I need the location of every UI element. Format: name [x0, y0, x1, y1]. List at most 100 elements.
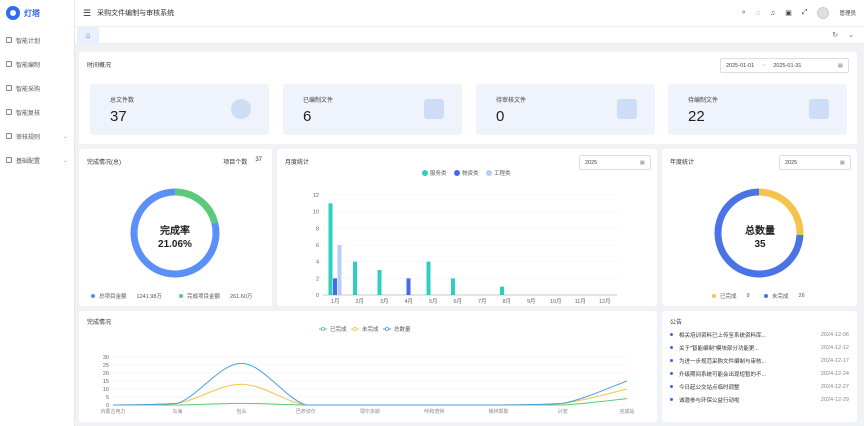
sidebar-item-settings[interactable]: 基础配置 ⌄: [0, 148, 74, 172]
bell-icon[interactable]: ♫: [770, 9, 776, 17]
sidebar-item-label: 智能计划: [16, 38, 41, 45]
stat-value: 0: [496, 108, 505, 125]
date-separator: ~: [762, 62, 766, 69]
folder-icon: [424, 99, 444, 119]
logo[interactable]: 灯塔: [0, 0, 74, 26]
start-date[interactable]: 2025-01-01: [726, 62, 755, 69]
y-tick-label: 20: [103, 371, 109, 377]
legend-dot: [91, 294, 95, 298]
refresh-icon[interactable]: ↻: [832, 32, 839, 39]
x-tick-label: 巴彦淖尔: [296, 408, 316, 415]
chevron-down-icon[interactable]: ⌄: [848, 32, 854, 39]
x-tick-label: 11月: [575, 298, 586, 304]
bar: [426, 261, 431, 295]
notice-item[interactable]: 升级期间系统可能会出现短暂的不... 2024-12-24: [670, 367, 849, 380]
stat-value: 6: [303, 108, 312, 125]
notice-date: 2024-12-17: [820, 357, 849, 364]
notice-item[interactable]: 诚邀参与环保公益行动啦 2024-12-29: [670, 393, 849, 406]
time-overview-card: 时间概况 2025-01-01 ~ 2025-01-31 ▦ 总文件数 37 已…: [79, 52, 857, 144]
x-tick-label: 5月: [429, 298, 438, 304]
stat-label: 待编制文件: [688, 98, 719, 104]
trend-card: 完成情况 已完成 未完成 总数量 0 5 10 15 20 25 30 内蒙古电力 乌海 包头 巴彦淖尔 鄂…: [79, 311, 657, 422]
notice-text[interactable]: 为进一步规范采购文件编制与审核...: [679, 358, 767, 365]
message-icon[interactable]: ◌: [755, 9, 760, 17]
bullet-icon: [670, 385, 673, 388]
sidebar-item-plan[interactable]: 智能计划: [0, 28, 74, 52]
y-tick-label: 10: [313, 210, 319, 216]
home-tab[interactable]: ⌂: [77, 26, 99, 44]
sidebar-item-label: 审核规则: [16, 134, 41, 141]
legend-dot: [179, 294, 183, 298]
legend-marker-dot: [320, 326, 325, 331]
notice-card: 公告 相关培训资料已上传至系统资料库... 2024-12-06 关于"智能编制…: [662, 311, 857, 422]
legend-label: 未完成: [772, 294, 789, 300]
bar: [451, 278, 455, 295]
notice-text[interactable]: 升级期间系统可能会出现短暂的不...: [679, 371, 767, 378]
bar: [406, 278, 411, 295]
sidebar-item-edit[interactable]: 智能编制: [0, 52, 74, 76]
sidebar-item-label: 智能复核: [16, 110, 41, 117]
section-title: 完成情况(总): [87, 160, 121, 166]
plan-icon: [6, 37, 12, 43]
stat-card-pending-review[interactable]: 待审核文件 0: [476, 84, 655, 135]
notice-text[interactable]: 诚邀参与环保公益行动啦: [679, 397, 740, 404]
notice-item[interactable]: 为进一步规范采购文件编制与审核... 2024-12-17: [670, 354, 849, 367]
stat-card-total[interactable]: 总文件数 37: [90, 84, 269, 135]
completion-rate-value: 21.06%: [158, 239, 192, 250]
notice-item[interactable]: 相关培训资料已上传至系统资料库... 2024-12-06: [670, 328, 849, 341]
donut-completed-arc: [174, 188, 219, 224]
sidebar-item-rules[interactable]: 审核规则 ⌄: [0, 124, 74, 148]
year-value: 2025: [785, 159, 798, 166]
settings-icon: [6, 157, 12, 163]
date-range-picker[interactable]: 2025-01-01 ~ 2025-01-31 ▦: [720, 58, 849, 73]
legend-marker: [486, 170, 492, 176]
top-bar: ☰ 采购文件编制与审核系统 ⌕ ◌ ♫ ▣ ⤢ 管理员: [75, 0, 864, 27]
settings-icon[interactable]: ▣: [785, 10, 792, 17]
y-tick-label: 2: [316, 276, 319, 282]
y-tick-label: 8: [316, 226, 319, 232]
x-tick-label: 包头: [236, 408, 246, 415]
project-count: 项目个数 37: [223, 157, 262, 166]
notice-text[interactable]: 今日起公交站点临时调整: [679, 384, 740, 391]
tab-tools: ↻ ⌄: [832, 31, 864, 39]
year-select[interactable]: 2025 ▦: [579, 155, 651, 170]
search-icon[interactable]: ⌕: [741, 9, 746, 16]
legend-label: 物资类: [462, 169, 479, 177]
bullet-icon: [670, 398, 673, 401]
legend-label: 服务类: [430, 169, 447, 177]
legend-label: 工程类: [494, 169, 511, 177]
legend-pending: 未完成 26: [764, 292, 805, 300]
notice-text[interactable]: 关于"智能编制"模块部分功能更...: [679, 345, 759, 352]
sidebar-item-review[interactable]: 智能复核: [0, 100, 74, 124]
year-select[interactable]: 2025 ▦: [779, 155, 851, 170]
avatar[interactable]: [817, 7, 830, 19]
stat-card-pending-compile[interactable]: 待编制文件 22: [668, 84, 847, 135]
stat-card-compiled[interactable]: 已编制文件 6: [283, 84, 462, 135]
notice-text[interactable]: 相关培训资料已上传至系统资料库...: [679, 332, 767, 339]
list-document-icon: [809, 99, 829, 119]
notice-item[interactable]: 关于"智能编制"模块部分功能更... 2024-12-12: [670, 341, 849, 354]
x-tick-label: 锡林郭勒: [488, 408, 508, 415]
x-tick-label: 呼和浩特: [424, 408, 444, 415]
legend-dot: [764, 294, 768, 298]
x-tick-label: 4月: [404, 298, 413, 304]
fullscreen-icon[interactable]: ⤢: [801, 9, 808, 16]
x-tick-label: 3月: [380, 298, 389, 304]
x-tick-label: 兴安: [558, 408, 568, 415]
x-tick-label: 鄂尔多斯: [360, 408, 380, 415]
notice-item[interactable]: 今日起公交站点临时调整 2024-12-27: [670, 380, 849, 393]
user-name[interactable]: 管理员: [839, 11, 856, 17]
logo-icon: [6, 6, 20, 20]
bar: [333, 278, 337, 295]
menu-toggle-icon[interactable]: ☰: [83, 7, 92, 18]
sidebar-item-purchase[interactable]: 智能采购: [0, 76, 74, 100]
end-date[interactable]: 2025-01-31: [773, 62, 802, 69]
home-icon: ⌂: [85, 30, 91, 40]
bar: [377, 270, 382, 295]
trend-line-chart: 已完成 未完成 总数量 0 5 10 15 20 25 30 内蒙古电力 乌海 包头 巴彦淖尔 鄂尔多斯 呼和…: [100, 325, 634, 415]
x-tick-label: 7月: [478, 298, 487, 304]
sidebar-item-label: 智能采购: [16, 86, 41, 93]
edit-icon: [6, 61, 12, 67]
purchase-icon: [6, 85, 12, 91]
bar: [500, 286, 504, 295]
